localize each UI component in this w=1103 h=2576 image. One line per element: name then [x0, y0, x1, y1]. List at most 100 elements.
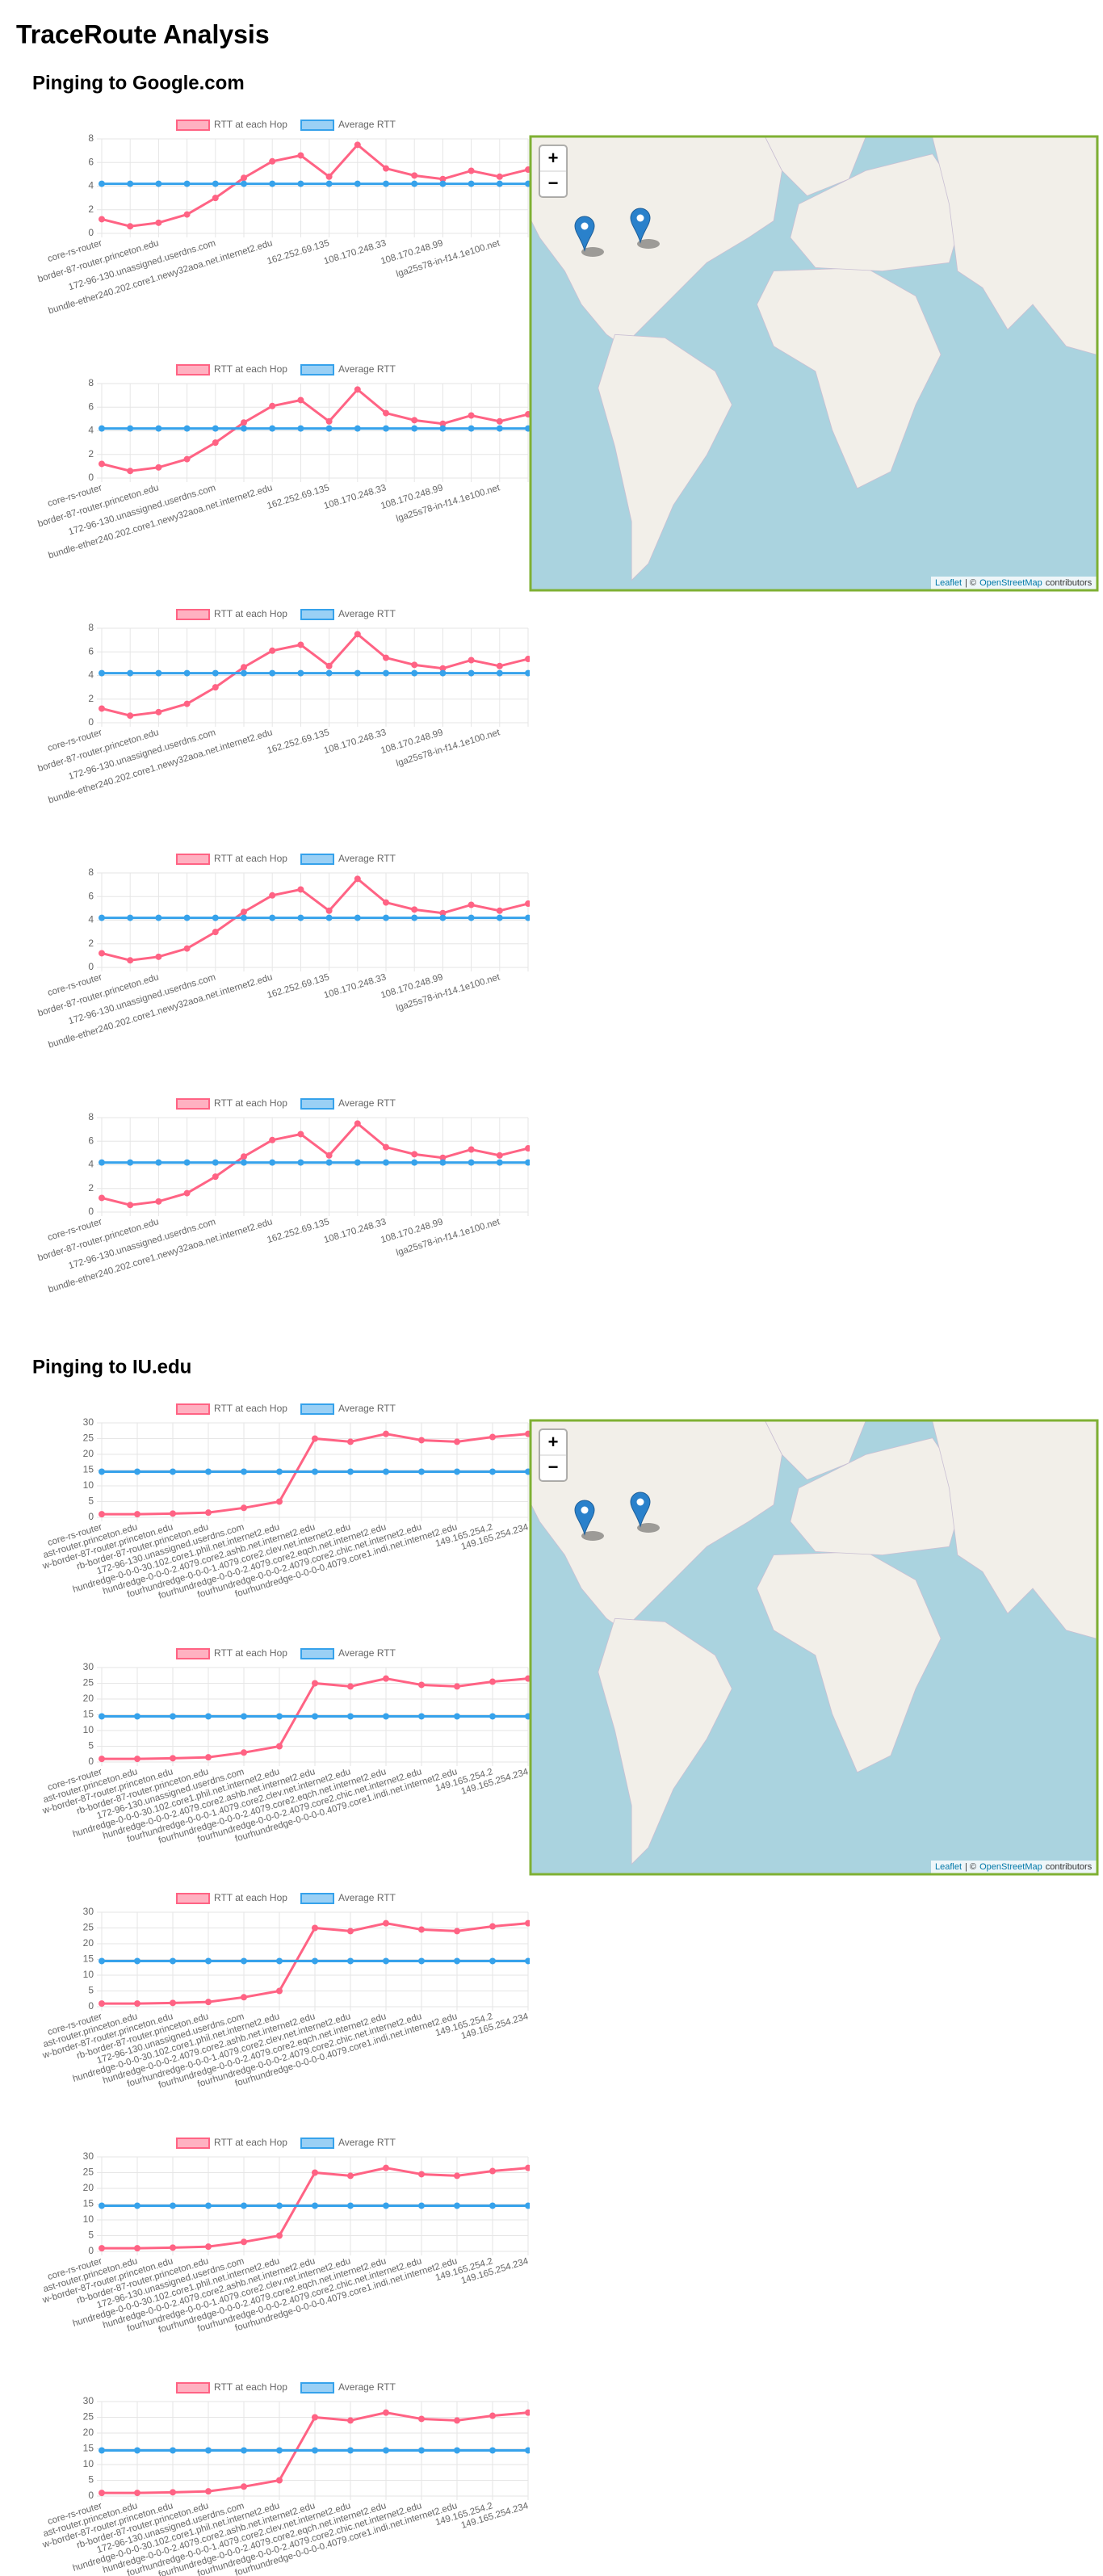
y-tick-label: 8 [88, 866, 94, 878]
data-point [347, 2202, 354, 2209]
data-point [99, 180, 105, 187]
data-point [297, 425, 304, 432]
x-tick-label: 108.170.248.33 [323, 972, 388, 1001]
attribution-part[interactable]: Leaflet [935, 1862, 962, 1872]
x-tick-label: 162.252.69.135 [266, 238, 330, 266]
data-point [468, 669, 475, 677]
data-point [411, 914, 418, 921]
data-point [205, 2447, 212, 2454]
data-point [383, 1468, 389, 1475]
data-point [354, 1159, 361, 1166]
data-point [347, 1438, 354, 1445]
zoom-out[interactable]: − [548, 1457, 559, 1477]
data-point [468, 1146, 475, 1153]
data-point [212, 195, 219, 202]
data-point [241, 2483, 247, 2490]
data-point [99, 2245, 105, 2252]
zoom-in[interactable]: + [548, 148, 559, 168]
map-marker[interactable] [630, 1491, 651, 1528]
data-point [297, 641, 304, 648]
land [598, 334, 732, 581]
attribution-part[interactable]: Leaflet [935, 578, 962, 588]
data-point [212, 914, 219, 921]
x-tick-label: lga25s78-in-f14.1e100.net [395, 483, 501, 524]
data-point [183, 945, 191, 952]
y-tick-label: 25 [83, 1922, 94, 1933]
y-tick-label: 10 [83, 1479, 94, 1491]
marker-shadow [581, 1531, 604, 1541]
data-point [170, 1468, 176, 1475]
data-point [99, 425, 105, 432]
data-point [496, 1159, 503, 1166]
data-point [383, 2202, 389, 2209]
legend-label: Average RTT [338, 1097, 396, 1109]
data-point [525, 1159, 530, 1166]
data-point [325, 662, 333, 669]
attribution-part[interactable]: OpenStreetMap [979, 578, 1042, 588]
y-tick-label: 0 [88, 2000, 94, 2012]
series-line [101, 388, 529, 472]
data-point [297, 180, 304, 187]
y-tick-label: 20 [83, 2427, 94, 2438]
y-tick-label: 10 [83, 2213, 94, 2225]
map-marker[interactable] [630, 208, 651, 244]
x-tick-label: 108.170.248.33 [323, 238, 388, 266]
data-point [354, 669, 361, 677]
data-point [134, 2447, 140, 2454]
data-point [325, 173, 333, 180]
legend-swatch [176, 1098, 210, 1110]
legend-swatch [300, 609, 334, 620]
legend-swatch [176, 120, 210, 131]
legend-swatch [176, 854, 210, 865]
attribution-part[interactable]: OpenStreetMap [979, 1862, 1042, 1872]
zoom-out[interactable]: − [548, 173, 559, 193]
map-marker[interactable] [574, 216, 595, 252]
data-point [383, 654, 389, 661]
legend-label: RTT at each Hop [214, 119, 287, 130]
data-point [489, 2167, 496, 2175]
data-point [489, 1923, 496, 1930]
y-tick-label: 6 [88, 156, 94, 167]
data-point [183, 180, 191, 187]
data-point [347, 1713, 354, 1720]
data-point [99, 2000, 105, 2008]
y-tick-label: 20 [83, 1693, 94, 1704]
data-point [269, 892, 276, 899]
data-point [241, 908, 247, 916]
data-point [205, 1999, 212, 2006]
data-point [383, 899, 389, 906]
data-point [525, 2202, 530, 2209]
data-point [411, 172, 418, 179]
data-point [241, 2447, 247, 2454]
legend-label: Average RTT [338, 608, 396, 619]
zoom-in[interactable]: + [548, 1432, 559, 1452]
y-tick-label: 4 [88, 425, 94, 436]
land [790, 1437, 967, 1556]
data-point [525, 1468, 530, 1475]
data-point [454, 1683, 460, 1690]
y-tick-label: 30 [83, 1661, 94, 1672]
attribution-part: contributors [1046, 578, 1093, 588]
y-tick-label: 6 [88, 645, 94, 657]
data-point [347, 2417, 354, 2424]
data-point [468, 657, 475, 664]
data-point [325, 1152, 333, 1159]
series-line [101, 877, 529, 962]
land [757, 1551, 942, 1773]
data-point [354, 914, 361, 921]
legend-swatch [176, 2138, 210, 2149]
data-point [134, 1756, 140, 1763]
legend-label: Average RTT [338, 363, 396, 375]
data-point [127, 223, 134, 230]
chart: RTT at each Hop Average RTT051015202530co… [41, 1403, 530, 1601]
attribution-part: | © [965, 578, 976, 588]
y-tick-label: 25 [83, 1433, 94, 1444]
data-point [354, 180, 361, 187]
data-point [276, 1957, 283, 1965]
data-point [183, 1189, 191, 1197]
x-tick-label: lga25s78-in-f14.1e100.net [395, 728, 501, 769]
data-point [297, 152, 304, 159]
x-tick-label: lga25s78-in-f14.1e100.net [395, 972, 501, 1013]
map-marker[interactable] [574, 1500, 595, 1536]
data-point [155, 219, 162, 226]
